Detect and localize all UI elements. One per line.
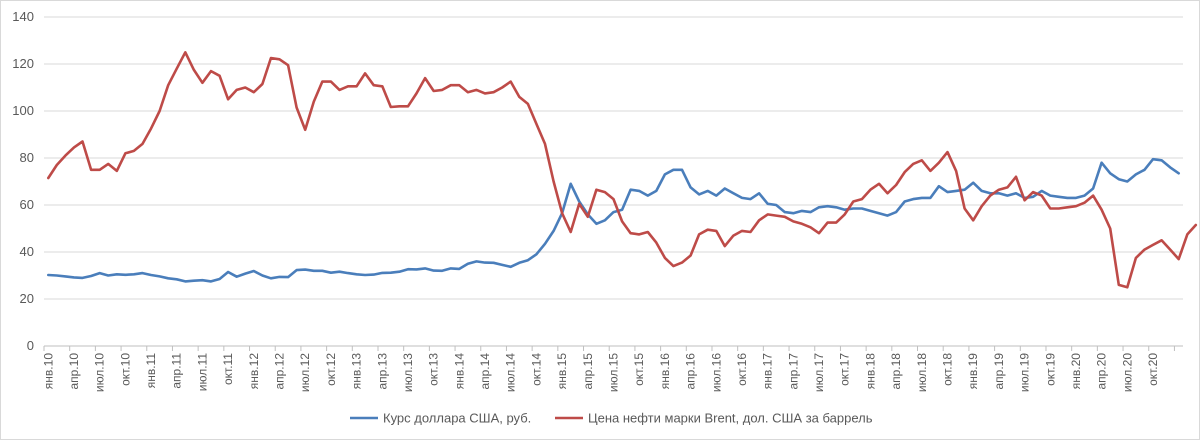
- x-tick-label: апр.10: [67, 353, 81, 390]
- x-tick-label: окт.10: [118, 353, 132, 386]
- x-tick-label: июл.17: [812, 353, 826, 392]
- x-tick-label: июл.18: [915, 353, 929, 392]
- y-tick-label: 0: [27, 338, 34, 353]
- x-tick-label: окт.15: [632, 353, 646, 386]
- y-tick-label: 80: [20, 150, 34, 165]
- x-tick-label: окт.17: [838, 353, 852, 386]
- x-tick-label: янв.13: [350, 353, 364, 390]
- x-tick-label: янв.17: [761, 353, 775, 390]
- x-tick-label: апр.13: [375, 353, 389, 390]
- gridlines: [43, 16, 1183, 351]
- x-tick-label: июл.13: [401, 353, 415, 392]
- x-tick-label: янв.19: [966, 353, 980, 390]
- y-tick-label: 140: [12, 9, 34, 24]
- x-tick-label: июл.10: [93, 353, 107, 392]
- x-tick-label: июл.11: [195, 353, 209, 392]
- legend: Курс доллара США, руб. Цена нефти марки B…: [350, 411, 873, 426]
- y-axis-tick-labels: 0 20 40 60 80 100 120 140: [12, 9, 34, 353]
- x-tick-label: июл.20: [1120, 353, 1134, 392]
- x-tick-label: июл.14: [504, 353, 518, 392]
- x-tick-label: янв.15: [555, 353, 569, 390]
- x-tick-label: янв.18: [863, 353, 877, 390]
- x-tick-label: апр.12: [273, 353, 287, 390]
- x-tick-label: окт.16: [735, 353, 749, 386]
- legend-label-1: Курс доллара США, руб.: [383, 411, 531, 426]
- x-tick-label: апр.17: [786, 353, 800, 390]
- x-tick-label: июл.16: [709, 353, 723, 392]
- x-tick-label: апр.15: [581, 353, 595, 390]
- x-tick-label: окт.18: [940, 353, 954, 386]
- y-tick-label: 20: [20, 291, 34, 306]
- x-tick-label: янв.12: [247, 353, 261, 390]
- x-tick-label: апр.11: [170, 353, 184, 389]
- series-line-2: [46, 50, 1198, 289]
- y-tick-label: 60: [20, 197, 34, 212]
- x-tick-label: янв.11: [144, 353, 158, 389]
- y-tick-label: 100: [12, 103, 34, 118]
- series-line-1: [46, 157, 1180, 283]
- x-tick-label: апр.16: [684, 353, 698, 390]
- x-tick-label: окт.12: [324, 353, 338, 386]
- x-tick-label: апр.19: [992, 353, 1006, 390]
- x-tick-label: окт.13: [427, 353, 441, 386]
- x-tick-label: апр.20: [1095, 353, 1109, 390]
- series-lines: [46, 50, 1198, 289]
- x-tick-label: янв.10: [41, 353, 55, 390]
- x-tick-label: янв.16: [658, 353, 672, 390]
- x-axis-tick-labels: янв.10 апр.10 июл.10 окт.10 янв.11 апр.11 июл.…: [41, 353, 1160, 392]
- legend-label-2: Цена нефти марки Brent, дол. США за барр…: [588, 411, 873, 426]
- y-tick-label: 120: [12, 56, 34, 71]
- x-tick-label: июл.12: [298, 353, 312, 392]
- x-tick-label: янв.14: [452, 353, 466, 390]
- x-tick-label: июл.19: [1018, 353, 1032, 392]
- y-tick-label: 40: [20, 244, 34, 259]
- x-tick-label: окт.20: [1146, 353, 1160, 386]
- x-tick-label: апр.18: [889, 353, 903, 390]
- x-tick-label: окт.11: [221, 353, 235, 385]
- x-tick-label: окт.19: [1043, 353, 1057, 386]
- x-tick-label: апр.14: [478, 353, 492, 390]
- x-tick-label: июл.15: [607, 353, 621, 392]
- x-tick-label: окт.14: [529, 353, 543, 386]
- x-tick-label: янв.20: [1069, 353, 1083, 390]
